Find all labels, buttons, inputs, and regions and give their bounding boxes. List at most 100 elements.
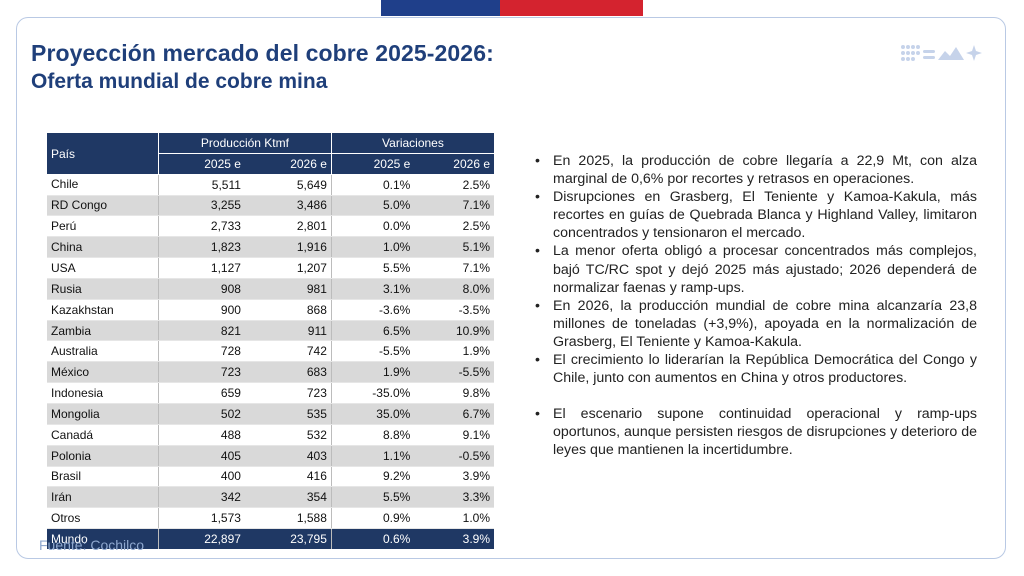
subheader-prod-2026: 2026 e (244, 153, 332, 175)
page-title: Proyección mercado del cobre 2025-2026: (31, 40, 494, 66)
production-2026-cell: 1,916 (244, 236, 332, 259)
key-points-list: En 2025, la producción de cobre llegaría… (533, 152, 977, 460)
country-cell: Polonia (47, 445, 159, 467)
variation-2025-cell: 5.5% (330, 257, 415, 279)
table-row: Irán 342 354 5.5% 3.3% (47, 486, 494, 509)
total-variation-2026-cell: 3.9% (414, 528, 494, 549)
country-cell: USA (47, 257, 159, 279)
header-country: País (47, 133, 159, 175)
production-2025-cell: 2,733 (157, 215, 245, 238)
variation-2025-cell: 0.9% (330, 507, 415, 530)
variation-2026-cell: 5.1% (414, 236, 494, 259)
page-subtitle: Oferta mundial de cobre mina (31, 70, 328, 93)
variation-2026-cell: 2.5% (414, 215, 494, 238)
table-row: Mongolia 502 535 35.0% 6.7% (47, 403, 494, 425)
bullet-item: En 2026, la producción mundial de cobre … (533, 297, 977, 351)
production-2025-cell: 405 (157, 445, 245, 467)
variation-2026-cell: -0.5% (414, 445, 494, 467)
production-2025-cell: 659 (157, 382, 245, 404)
table-total-row: Mundo 22,897 23,795 0.6% 3.9% (47, 528, 494, 549)
country-cell: Kazakhstan (47, 299, 159, 321)
variation-2025-cell: 0.1% (330, 174, 415, 196)
production-2025-cell: 488 (157, 424, 245, 446)
variation-2026-cell: -5.5% (414, 361, 494, 384)
subheader-var-2026: 2026 e (414, 153, 494, 175)
variation-2025-cell: 6.5% (330, 320, 415, 342)
table-row: Brasil 400 416 9.2% 3.9% (47, 466, 494, 488)
production-2026-cell: 723 (244, 382, 332, 404)
country-cell: Zambia (47, 320, 159, 342)
variation-2025-cell: 3.1% (330, 278, 415, 300)
subheader-prod-2025: 2025 e (157, 153, 245, 175)
table-row: Zambia 821 911 6.5% 10.9% (47, 320, 494, 342)
table-row: Otros 1,573 1,588 0.9% 1.0% (47, 507, 494, 530)
bullet-item: El escenario supone continuidad operacio… (533, 405, 977, 459)
production-2026-cell: 535 (244, 403, 332, 425)
production-2026-cell: 1,207 (244, 257, 332, 279)
production-2026-cell: 1,588 (244, 507, 332, 530)
total-production-2025-cell: 22,897 (157, 528, 245, 549)
variation-2026-cell: 6.7% (414, 403, 494, 425)
bullet-item: La menor oferta obligó a procesar concen… (533, 242, 977, 296)
variation-2025-cell: -3.6% (330, 299, 415, 321)
production-2025-cell: 1,127 (157, 257, 245, 279)
table-row: China 1,823 1,916 1.0% 5.1% (47, 236, 494, 259)
bullet-item: Disrupciones en Grasberg, El Teniente y … (533, 188, 977, 242)
variation-2025-cell: 8.8% (330, 424, 415, 446)
country-cell: Brasil (47, 466, 159, 488)
production-2026-cell: 403 (244, 445, 332, 467)
table-row: Kazakhstan 900 868 -3.6% -3.5% (47, 299, 494, 321)
variation-2025-cell: -35.0% (330, 382, 415, 404)
production-2026-cell: 742 (244, 340, 332, 363)
variation-2026-cell: 1.9% (414, 340, 494, 363)
flag-stripe-red (500, 0, 643, 16)
copper-production-table: País Producción Ktmf Variaciones 2025 e … (47, 133, 494, 549)
production-2026-cell: 683 (244, 361, 332, 384)
production-2026-cell: 354 (244, 486, 332, 509)
source-note: Fuente: Cochilco (39, 537, 145, 553)
production-2026-cell: 5,649 (244, 174, 332, 196)
production-2025-cell: 900 (157, 299, 245, 321)
production-2025-cell: 5,511 (157, 174, 245, 196)
variation-2026-cell: 2.5% (414, 174, 494, 196)
variation-2025-cell: 5.5% (330, 486, 415, 509)
country-cell: Australia (47, 340, 159, 363)
flag-stripe-blue (381, 0, 500, 16)
variation-2026-cell: -3.5% (414, 299, 494, 321)
table-row: Chile 5,511 5,649 0.1% 2.5% (47, 174, 494, 196)
table-row: Polonia 405 403 1.1% -0.5% (47, 445, 494, 467)
bullet-item: El crecimiento lo liderarían la Repúblic… (533, 351, 977, 387)
production-2025-cell: 400 (157, 466, 245, 488)
country-cell: Chile (47, 174, 159, 196)
table-row: Canadá 488 532 8.8% 9.1% (47, 424, 494, 446)
production-2025-cell: 502 (157, 403, 245, 425)
production-2026-cell: 2,801 (244, 215, 332, 238)
variation-2026-cell: 9.1% (414, 424, 494, 446)
production-2025-cell: 3,255 (157, 195, 245, 217)
production-2026-cell: 868 (244, 299, 332, 321)
variation-2026-cell: 3.3% (414, 486, 494, 509)
variation-2025-cell: 1.0% (330, 236, 415, 259)
variation-2025-cell: 1.1% (330, 445, 415, 467)
variation-2026-cell: 10.9% (414, 320, 494, 342)
country-cell: Otros (47, 507, 159, 530)
total-label-cell: Mundo (47, 528, 159, 549)
header-production: Producción Ktmf (158, 133, 332, 154)
country-cell: China (47, 236, 159, 259)
production-2025-cell: 728 (157, 340, 245, 363)
production-2025-cell: 821 (157, 320, 245, 342)
production-2025-cell: 1,823 (157, 236, 245, 259)
production-2026-cell: 3,486 (244, 195, 332, 217)
header-variations: Variaciones (330, 133, 494, 154)
country-cell: Indonesia (47, 382, 159, 404)
variation-2026-cell: 9.8% (414, 382, 494, 404)
production-2025-cell: 1,573 (157, 507, 245, 530)
country-cell: Perú (47, 215, 159, 238)
variation-2025-cell: 0.0% (330, 215, 415, 238)
variation-2025-cell: 35.0% (330, 403, 415, 425)
dots-mountains-star-icon (901, 45, 982, 61)
table-row: Indonesia 659 723 -35.0% 9.8% (47, 382, 494, 404)
production-2025-cell: 908 (157, 278, 245, 300)
variation-2026-cell: 1.0% (414, 507, 494, 530)
subheader-var-2025: 2025 e (330, 153, 415, 175)
